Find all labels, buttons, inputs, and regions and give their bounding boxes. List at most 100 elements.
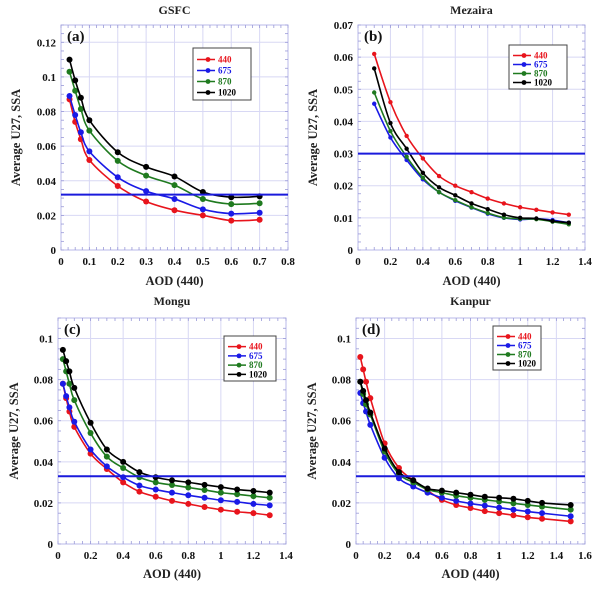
- data-point: [171, 195, 178, 202]
- data-point: [517, 215, 523, 221]
- data-point: [136, 469, 143, 476]
- y-tick-label: 0.02: [37, 210, 57, 222]
- legend-swatch-marker: [236, 371, 242, 377]
- x-axis-label: AOD (440): [443, 274, 501, 288]
- data-point: [436, 185, 442, 190]
- series-line-1020: [62, 349, 270, 494]
- data-point: [152, 474, 159, 481]
- panel-label: (c): [64, 322, 81, 338]
- y-tick-label: 0.02: [34, 498, 54, 510]
- data-point: [485, 196, 490, 201]
- x-tick-label: 0.4: [406, 550, 420, 562]
- x-tick-label: 0.7: [253, 256, 267, 268]
- data-point: [169, 489, 175, 496]
- data-point: [410, 477, 417, 484]
- data-point: [114, 174, 121, 181]
- data-point: [169, 477, 175, 484]
- data-point: [185, 492, 192, 499]
- data-point: [71, 397, 78, 404]
- data-point: [566, 220, 571, 225]
- y-tick-label: 0: [348, 245, 354, 257]
- data-point: [66, 380, 73, 387]
- series-line-870: [359, 381, 571, 511]
- data-point: [143, 188, 150, 195]
- series-1020: [66, 56, 263, 201]
- data-point: [256, 200, 263, 207]
- legend-swatch-marker: [236, 353, 242, 359]
- y-tick-label: 0.08: [37, 107, 57, 119]
- x-tick-label: 0.8: [181, 550, 195, 562]
- series-870: [66, 68, 263, 208]
- data-point: [372, 66, 377, 71]
- data-point: [86, 127, 93, 134]
- data-point: [199, 195, 206, 202]
- y-tick-label: 0.1: [337, 334, 351, 346]
- data-point: [171, 207, 178, 214]
- data-point: [77, 129, 84, 136]
- data-point: [501, 212, 507, 217]
- data-point: [496, 504, 503, 511]
- legend-swatch-marker: [521, 71, 527, 76]
- x-tick-label: 1: [517, 256, 523, 268]
- data-point: [120, 464, 127, 471]
- data-point: [87, 446, 94, 453]
- x-tick-label: 0.1: [83, 256, 97, 268]
- y-tick-label: 0: [51, 245, 57, 257]
- data-point: [234, 486, 241, 493]
- series-870: [59, 356, 273, 501]
- data-point: [467, 491, 474, 498]
- data-point: [510, 512, 517, 519]
- data-point: [485, 206, 490, 212]
- y-tick-label: 0.1: [42, 72, 56, 84]
- legend-swatch-marker: [205, 79, 211, 84]
- series-675: [66, 92, 263, 217]
- series-line-675: [68, 95, 260, 215]
- x-tick-label: 0: [55, 550, 61, 562]
- x-tick-label: 1.2: [546, 256, 560, 268]
- data-point: [185, 500, 192, 507]
- minor-ticks: [355, 317, 586, 545]
- data-point: [77, 94, 84, 101]
- data-point: [77, 105, 84, 112]
- data-point: [438, 494, 445, 501]
- data-point: [234, 491, 241, 498]
- data-point: [72, 87, 79, 94]
- data-point: [453, 497, 460, 504]
- data-point: [228, 201, 235, 208]
- data-point: [436, 173, 442, 179]
- data-point: [539, 515, 546, 522]
- data-point: [234, 498, 241, 505]
- data-point: [357, 354, 364, 361]
- data-point: [185, 479, 192, 486]
- legend-box: [192, 47, 252, 101]
- x-tick-label: 0.2: [378, 550, 392, 562]
- data-point: [201, 481, 208, 488]
- series-line-440: [62, 383, 270, 517]
- data-point: [550, 210, 555, 215]
- data-point: [103, 463, 110, 470]
- data-point: [453, 197, 458, 203]
- data-point: [143, 198, 150, 205]
- legend-swatch-marker: [205, 57, 211, 62]
- x-tick-label: 0.3: [139, 256, 153, 268]
- chart-panel-kanpur: 0 0.2 0.4 0.6 0.8 1 1.2 1.4 1.6 0 0.02 0.04 0.06 0.08…: [305, 294, 592, 581]
- data-point: [388, 128, 393, 134]
- y-axis-label: Average U27, SSA: [305, 382, 319, 479]
- data-point: [114, 157, 121, 164]
- data-point: [250, 510, 257, 517]
- data-point: [534, 207, 539, 213]
- data-point: [453, 183, 458, 188]
- data-point: [71, 418, 78, 425]
- data-point: [86, 117, 93, 124]
- data-point: [171, 173, 178, 180]
- data-point: [66, 92, 73, 99]
- data-point: [228, 194, 235, 201]
- data-point: [496, 494, 503, 501]
- data-point: [63, 358, 70, 365]
- panel-label: (d): [362, 322, 380, 338]
- legend-label: 675: [518, 341, 532, 351]
- x-tick-label: 1: [496, 550, 502, 562]
- data-point: [152, 493, 159, 500]
